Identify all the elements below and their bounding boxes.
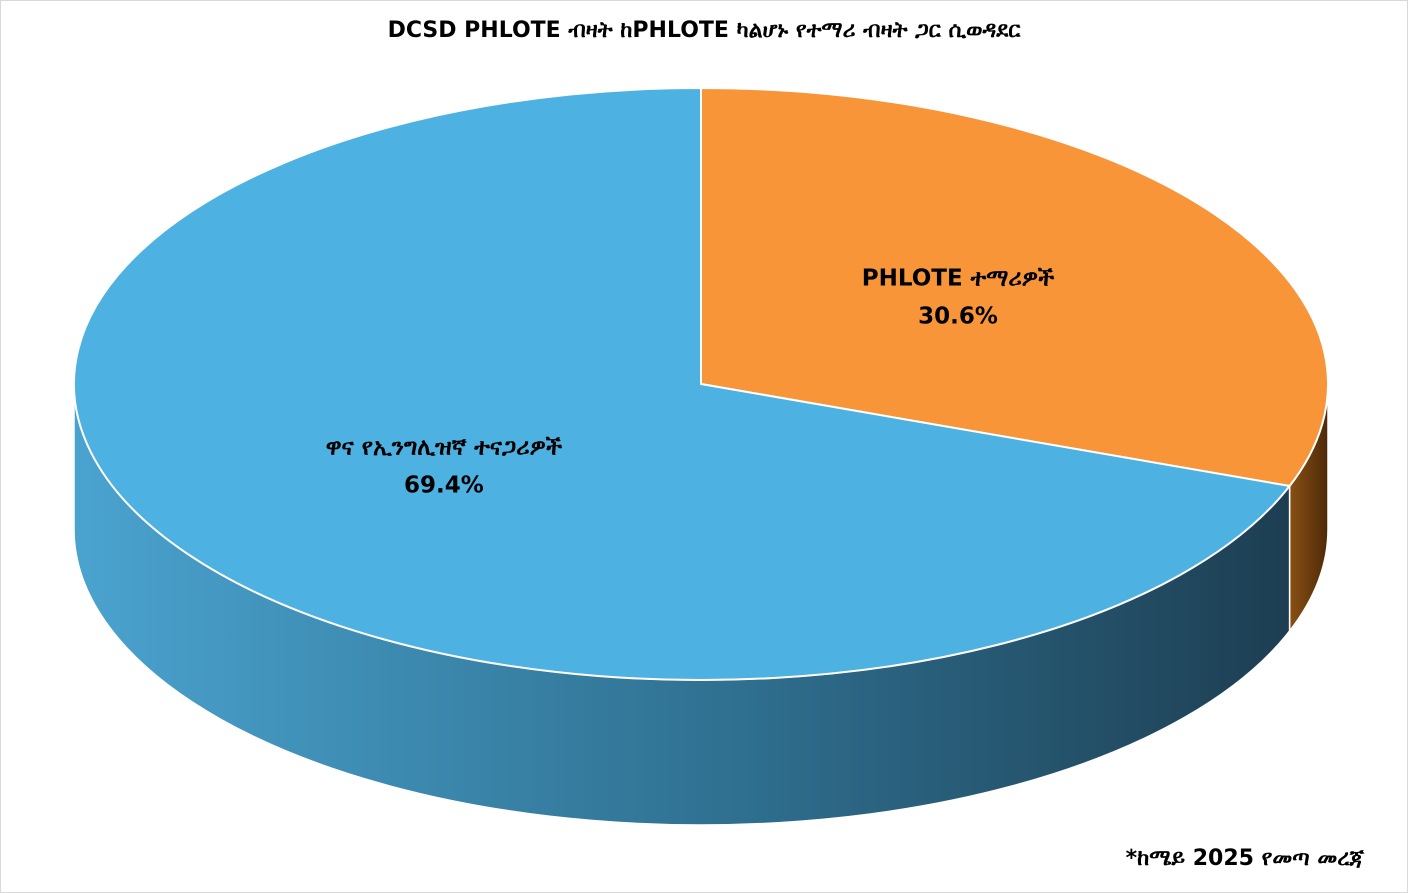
slice-2-value-label: 69.4% <box>404 473 484 499</box>
chart-title: DCSD PHLOTE ብዛት ከPHLOTE ካልሆኑ የተማሪ ብዛት ጋር… <box>387 18 1021 43</box>
footnote: *ከሜይ 2025 የመጣ መረጃ <box>1125 846 1364 871</box>
slice-1-value-label: 30.6% <box>918 303 998 329</box>
slice-1-top <box>700 86 1329 488</box>
slice-2-label: ዋና የኢንግሊዝኛ ተናጋሪዎች <box>326 435 563 461</box>
slice-2-top <box>73 86 1292 681</box>
slice-1-label: PHLOTE ተማሪዎች <box>862 265 1055 291</box>
